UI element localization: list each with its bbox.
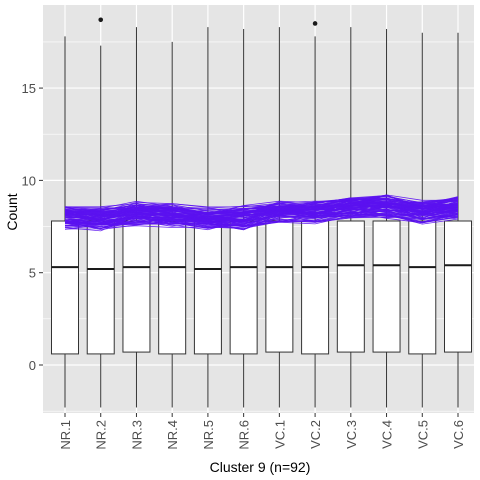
boxplot-VC.5 [408, 32, 437, 408]
boxplots [51, 17, 472, 408]
boxplot-NR.2 [86, 17, 115, 408]
box [193, 220, 222, 355]
x-tick-label: VC.4 [380, 420, 395, 449]
y-axis-title: Count [4, 193, 20, 230]
x-tick-label: VC.6 [451, 420, 466, 449]
y-axis-ticks: 0 5 10 15 [22, 81, 43, 373]
x-tick-label: NR.4 [165, 420, 180, 450]
cluster-line [64, 205, 459, 226]
x-tick-label: NR.2 [94, 420, 109, 450]
box [229, 220, 258, 355]
cluster-line [64, 205, 459, 222]
box [336, 220, 365, 353]
x-tick-label: NR.1 [58, 420, 73, 450]
box [86, 220, 115, 355]
cluster-line [64, 194, 459, 216]
box [51, 220, 79, 355]
box [372, 220, 401, 353]
x-tick-label: NR.3 [129, 420, 144, 450]
y-tick-label: 15 [22, 81, 36, 96]
x-tick-label: VC.5 [415, 420, 430, 449]
boxplot-VC.4 [372, 29, 401, 408]
boxplot-VC.3 [336, 27, 365, 408]
boxplot-NR.1 [51, 36, 79, 408]
x-tick-label: VC.1 [272, 420, 287, 449]
y-tick-label: 10 [22, 173, 36, 188]
y-tick-label: 0 [29, 358, 36, 373]
x-axis-title: Cluster 9 (n=92) [210, 459, 311, 475]
cluster-line [64, 203, 459, 217]
cluster-lines [64, 194, 459, 232]
x-tick-label: NR.6 [237, 420, 252, 450]
boxplot-NR.3 [122, 27, 151, 408]
x-tick-label: VC.3 [344, 420, 359, 449]
boxplot-NR.4 [158, 41, 187, 408]
boxplot-VC.6 [444, 32, 472, 408]
x-tick-label: VC.2 [308, 420, 323, 449]
boxplot-NR.5 [193, 27, 222, 408]
box [265, 220, 294, 353]
box [408, 220, 437, 355]
boxplot-VC.1 [265, 27, 294, 408]
y-tick-label: 5 [29, 266, 36, 281]
box [158, 220, 187, 355]
box [444, 220, 472, 353]
cluster-line [64, 209, 459, 229]
box [301, 220, 330, 355]
outlier-point [312, 21, 318, 26]
boxplot-VC.2 [301, 21, 330, 408]
outlier-point [98, 17, 104, 23]
x-axis-ticks: NR.1 NR.2 NR.3 NR.4 NR.5 NR.6 VC.1 VC.2 VC.3 VC.4… [58, 413, 466, 450]
box [122, 220, 151, 353]
x-tick-label: NR.5 [201, 420, 216, 450]
cluster-line [64, 213, 459, 230]
